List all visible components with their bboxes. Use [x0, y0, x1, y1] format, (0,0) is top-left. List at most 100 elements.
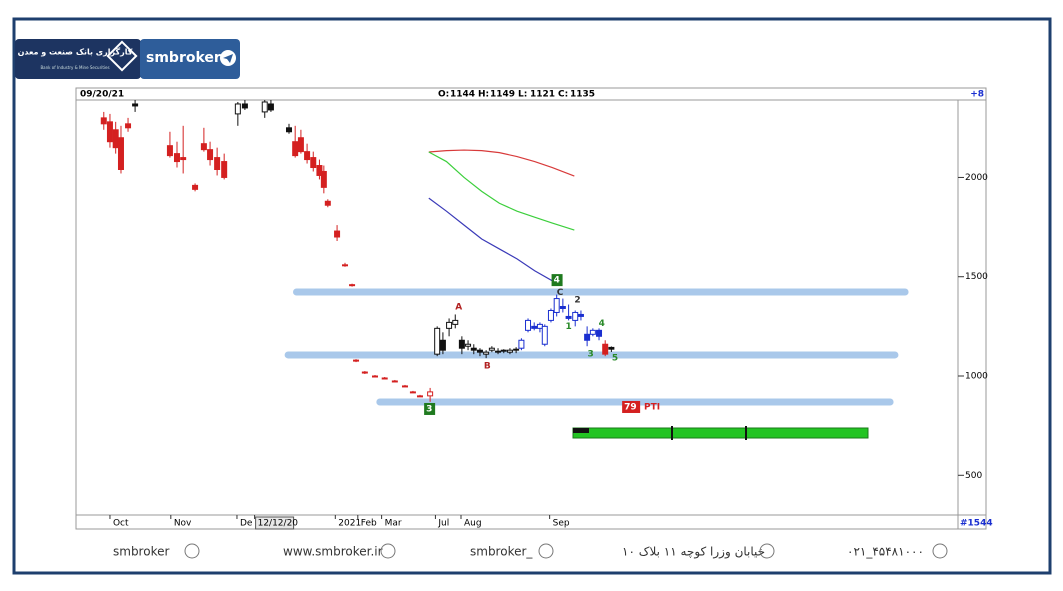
candle-body	[409, 391, 416, 394]
candle-body	[267, 103, 274, 111]
candle-body	[106, 121, 113, 143]
candle-body	[518, 339, 525, 349]
x-tick-label: Oct	[113, 519, 129, 529]
footer-text: ۰۲۱_۴۵۴۸۱۰۰۰	[847, 545, 924, 559]
y-tick-label: 1000	[965, 372, 988, 382]
indicator-line	[428, 149, 575, 177]
candle-body	[476, 349, 483, 353]
candle-body	[304, 151, 311, 161]
annotation: C	[557, 288, 564, 298]
footer-icon	[759, 543, 775, 559]
candle-body	[416, 395, 423, 398]
candle-body	[334, 230, 341, 238]
x-tick-label: Nov	[174, 519, 192, 529]
candle-body	[577, 313, 584, 317]
candle-body	[452, 319, 459, 325]
candle-body	[112, 129, 119, 149]
y-tick-label: 1500	[965, 272, 988, 282]
annotation: 4	[554, 276, 560, 286]
candle-body	[349, 284, 356, 287]
indicator-bar	[572, 427, 869, 439]
candle-body	[434, 327, 441, 355]
annotation: PTI	[644, 402, 660, 412]
header-change: +8	[970, 90, 984, 100]
annotation: 4	[599, 319, 605, 329]
frame	[12, 17, 1052, 575]
candle-body	[559, 306, 566, 309]
candle-body	[465, 343, 472, 347]
logo-sub: Bank of Industry & Mine Securities	[40, 65, 109, 70]
candle-body	[316, 165, 323, 176]
candle-body	[506, 349, 513, 353]
x-tick-label: Mar	[385, 519, 402, 529]
annotation: 5	[612, 354, 618, 364]
y-tick-label: 500	[965, 471, 982, 481]
candle-body	[292, 141, 299, 157]
candle-body	[261, 101, 268, 113]
y-tick-label: 2000	[965, 173, 988, 183]
indicator-start	[573, 428, 589, 433]
footer-text: smbroker	[113, 545, 169, 559]
candle-body	[241, 103, 248, 109]
candle-body	[173, 153, 180, 163]
candle-body	[166, 145, 173, 157]
header-date: 09/20/21	[80, 90, 124, 100]
candle-body	[547, 309, 554, 321]
indicator-line	[428, 151, 575, 231]
candle-body	[565, 315, 572, 319]
candle-body	[446, 321, 453, 329]
candle-body	[488, 347, 495, 351]
x-tick-label: Feb	[361, 519, 377, 529]
candle-body	[589, 329, 596, 335]
candle-body	[553, 298, 560, 313]
candle-body	[470, 347, 477, 351]
x-tick-highlight	[255, 516, 295, 530]
candle-body	[608, 346, 615, 350]
candle-body	[541, 325, 548, 345]
candle-body	[234, 103, 241, 115]
candle-body	[286, 127, 293, 133]
ohlc-label: L:	[518, 90, 527, 100]
candle-body	[495, 350, 502, 353]
candle-body	[310, 157, 317, 169]
brand-name: smbroker	[146, 50, 221, 66]
annotation: 79	[624, 402, 637, 412]
chart-frame	[75, 87, 987, 530]
candle-body	[125, 123, 132, 129]
candle-body	[536, 323, 543, 329]
x-tick-label: 12/12/20	[258, 519, 299, 529]
candle-body	[401, 385, 408, 388]
candle-body	[584, 333, 591, 341]
candle-body	[214, 157, 221, 170]
footer-icon	[932, 543, 948, 559]
candle-body	[381, 377, 388, 380]
footer-icon	[184, 543, 200, 559]
footer-text: smbroker_	[470, 545, 533, 559]
candle-body	[483, 351, 490, 355]
candle-body	[439, 339, 446, 351]
brand-box	[140, 39, 240, 79]
candle-body	[180, 157, 187, 161]
x-tick-label: Sep	[553, 519, 570, 529]
annotation-box	[551, 274, 563, 287]
annotation: 3	[588, 350, 594, 360]
candle-body	[531, 325, 538, 329]
candle-body	[100, 117, 107, 125]
candle-body	[427, 391, 434, 397]
candle-body	[602, 343, 609, 355]
x-tick-label: Aug	[464, 519, 482, 529]
candle-body	[117, 137, 124, 170]
candle-body	[572, 311, 579, 321]
candle-body	[297, 137, 304, 153]
x-tick-label: Jul	[437, 519, 449, 529]
telegram-glyph	[223, 54, 233, 63]
ohlc-value: 1149	[490, 90, 515, 100]
ohlc-label: C:	[558, 90, 568, 100]
annotation: A	[455, 303, 462, 313]
candle-body	[458, 339, 465, 349]
footer: smbroker www.smbroker.ir smbroker_ خیابان و…	[113, 543, 948, 560]
logo-text: کارگزاری بانک صنعت و معدن	[18, 47, 133, 57]
annotation: 1	[566, 322, 572, 332]
candle-body	[200, 143, 207, 151]
